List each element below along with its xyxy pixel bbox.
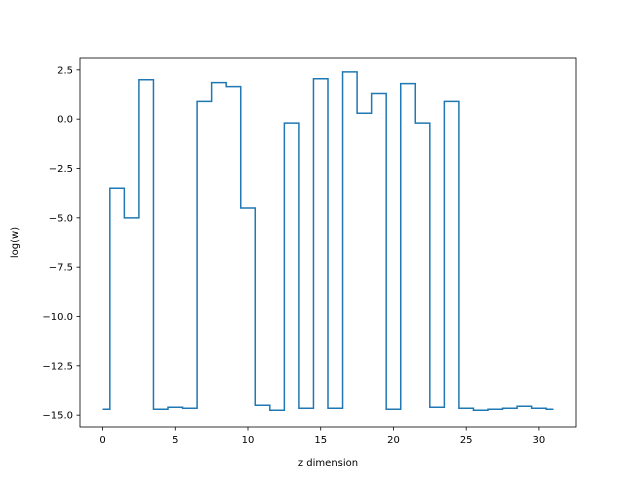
x-tick-label: 5 bbox=[172, 435, 178, 446]
y-axis-label: log(w) bbox=[10, 227, 21, 258]
y-tick-label: 2.5 bbox=[57, 65, 73, 76]
y-tick-label: −2.5 bbox=[49, 164, 73, 175]
y-tick-label: −12.5 bbox=[42, 361, 73, 372]
x-tick-label: 0 bbox=[99, 435, 105, 446]
y-tick-label: −15.0 bbox=[42, 411, 73, 422]
x-tick-label: 20 bbox=[387, 435, 400, 446]
x-axis-label: z dimension bbox=[298, 458, 358, 469]
x-tick-label: 30 bbox=[533, 435, 546, 446]
series-line bbox=[102, 71, 554, 411]
x-axis-ticks: 0 5 10 15 20 25 30 bbox=[99, 427, 545, 446]
y-tick-label: 0.0 bbox=[57, 115, 73, 126]
y-tick-label: −5.0 bbox=[49, 213, 73, 224]
plot-area bbox=[102, 71, 554, 411]
x-tick-label: 25 bbox=[460, 435, 473, 446]
x-tick-label: 10 bbox=[242, 435, 255, 446]
axes-frame bbox=[79, 57, 577, 428]
y-tick-label: −7.5 bbox=[49, 263, 73, 274]
x-tick-label: 15 bbox=[314, 435, 327, 446]
y-tick-label: −10.0 bbox=[42, 312, 73, 323]
y-axis-ticks: 2.5 0.0 −2.5 −5.0 −7.5 −10.0 −12.5 −15.0 bbox=[42, 65, 80, 422]
